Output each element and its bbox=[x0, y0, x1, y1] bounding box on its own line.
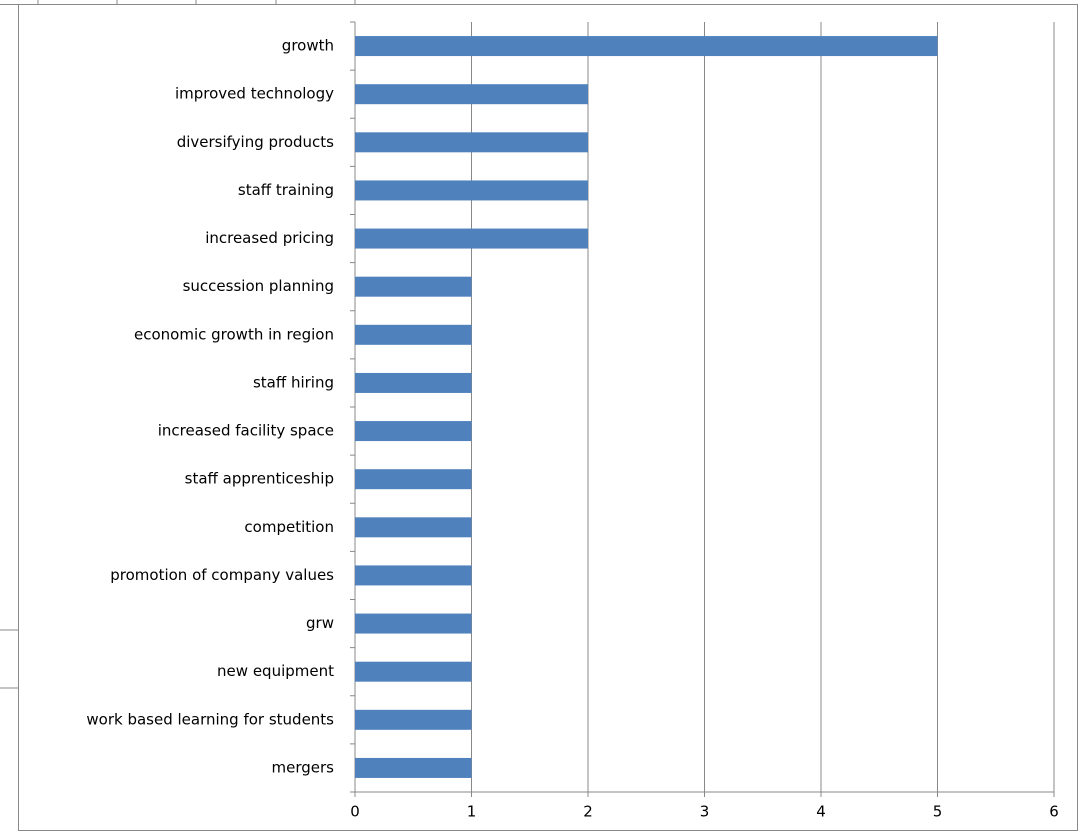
y-tick-label: staff training bbox=[238, 181, 334, 199]
bar bbox=[355, 84, 588, 105]
bar bbox=[355, 709, 472, 730]
x-tick-label: 4 bbox=[816, 803, 826, 821]
y-tick-label: grw bbox=[306, 614, 334, 632]
bar bbox=[355, 469, 472, 490]
x-tick-label: 3 bbox=[700, 803, 710, 821]
y-tick-label: staff hiring bbox=[253, 373, 334, 391]
y-tick-label: promotion of company values bbox=[110, 566, 334, 584]
y-tick-label: growth bbox=[282, 37, 334, 55]
bar bbox=[355, 276, 472, 297]
x-tick-label: 5 bbox=[933, 803, 943, 821]
y-tick-label: new equipment bbox=[217, 662, 334, 680]
y-tick-label: diversifying products bbox=[177, 133, 334, 151]
bar bbox=[355, 228, 588, 249]
y-tick-label: work based learning for students bbox=[86, 710, 334, 728]
bar bbox=[355, 421, 472, 442]
bar bbox=[355, 517, 472, 538]
bar bbox=[355, 324, 472, 345]
bar bbox=[355, 180, 588, 201]
y-tick-label: economic growth in region bbox=[134, 325, 334, 343]
y-tick-label: staff apprenticeship bbox=[185, 470, 334, 488]
bar bbox=[355, 661, 472, 682]
bar bbox=[355, 613, 472, 634]
y-tick-label: succession planning bbox=[183, 277, 334, 295]
y-tick-label: increased facility space bbox=[158, 422, 334, 440]
y-tick-label: increased pricing bbox=[205, 229, 334, 247]
x-tick-label: 0 bbox=[350, 803, 360, 821]
y-tick-label: competition bbox=[244, 518, 334, 536]
bar bbox=[355, 757, 472, 778]
y-tick-label: mergers bbox=[272, 758, 335, 776]
x-tick-label: 1 bbox=[467, 803, 477, 821]
x-tick-label: 6 bbox=[1049, 803, 1059, 821]
bar bbox=[355, 36, 938, 57]
x-tick-label: 2 bbox=[583, 803, 593, 821]
y-tick-label: improved technology bbox=[175, 85, 334, 103]
bar bbox=[355, 565, 472, 586]
bar bbox=[355, 132, 588, 153]
bar bbox=[355, 372, 472, 393]
